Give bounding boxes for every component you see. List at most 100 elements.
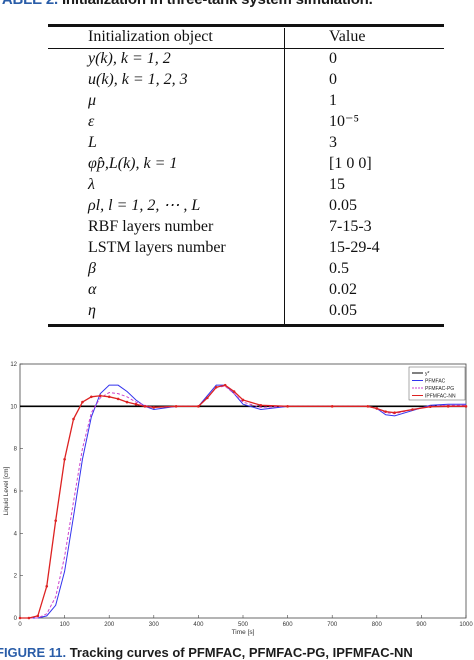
series-point-ipfmfac-nn: [98, 394, 102, 398]
y-tick-label: 0: [14, 616, 18, 622]
series-point-ipfmfac-nn: [116, 397, 120, 401]
tick-labels: 0 100 200 300 400 500 600 700 800 900 1000 0 2 4 6 8 10 1…: [10, 362, 473, 628]
table-row: η 0.05: [48, 301, 444, 322]
series-point-ipfmfac-nn: [411, 408, 414, 411]
series-point-ipfmfac-nn: [393, 411, 396, 414]
row-object: RBF layers number: [88, 218, 214, 235]
legend-label: PFMFAC-PG: [425, 386, 454, 392]
series-point-ipfmfac-nn: [174, 405, 178, 408]
row-object: L: [88, 134, 97, 151]
table-row: ρl, l = 1, 2, ⋯ , L 0.05: [48, 196, 444, 217]
row-object: η: [88, 302, 96, 319]
plot-area: [19, 363, 467, 619]
series-lines: [18, 383, 468, 620]
x-tick-label: 600: [283, 622, 294, 628]
x-tick-label: 1000: [459, 622, 473, 628]
row-object: ε: [88, 113, 95, 130]
series-point-ipfmfac-nn: [259, 403, 263, 407]
series-point-ipfmfac-nn: [375, 407, 379, 410]
row-object: u(k), k = 1, 2, 3: [88, 71, 188, 88]
row-value: 0: [329, 50, 337, 67]
table-row: φ̂p,L(k), k = 1 [1 0 0]: [48, 154, 444, 175]
row-object: y(k), k = 1, 2: [88, 50, 171, 67]
y-tick-label: 12: [10, 362, 17, 368]
series-point-ipfmfac-nn: [134, 402, 138, 406]
row-value: 0: [329, 71, 337, 88]
tracking-chart: 0 100 200 300 400 500 600 700 800 900 1000 0 2 4 6 8 10 1…: [3, 362, 473, 636]
series-point-ipfmfac-nn: [197, 405, 200, 408]
series-point-ipfmfac-nn: [143, 405, 147, 408]
series-point-ipfmfac-nn: [27, 616, 31, 620]
x-tick-label: 800: [372, 622, 383, 628]
series-point-ipfmfac-nn: [286, 405, 289, 408]
table-column-divider: [284, 28, 285, 325]
series-point-ipfmfac-nn: [241, 398, 245, 402]
table-header-rule: [48, 48, 444, 49]
row-value: 15-29-4: [329, 239, 380, 256]
series-point-ipfmfac-nn: [90, 395, 93, 399]
figure-caption-label: FIGURE 11.: [0, 645, 67, 660]
series-point-ipfmfac-nn: [232, 390, 236, 393]
table-row: β 0.5: [48, 259, 444, 280]
series-point-ipfmfac-nn: [330, 405, 334, 408]
series-point-ipfmfac-nn: [72, 417, 75, 421]
series-point-ipfmfac-nn: [429, 405, 432, 409]
table-caption: TABLE 2. Initialization in three-tank sy…: [0, 0, 373, 8]
table-top-rule: [48, 24, 444, 27]
series-point-ipfmfac-nn: [464, 405, 468, 408]
series-point-ipfmfac-nn: [36, 614, 40, 618]
series-point-ipfmfac-nn: [214, 385, 218, 389]
x-tick-label: 500: [238, 622, 249, 628]
series-point-ipfmfac-nn: [384, 410, 388, 413]
row-value: 0.05: [329, 302, 357, 319]
table-row: λ 15: [48, 175, 444, 196]
header-initialization-object: Initialization object: [88, 28, 213, 45]
figure-caption-text: Tracking curves of PFMFAC, PFMFAC-PG, IP…: [69, 645, 413, 660]
series-point-ipfmfac-nn: [63, 457, 66, 461]
row-object: α: [88, 281, 97, 298]
legend-label: IPFMFAC-NN: [425, 394, 456, 400]
series-point-ipfmfac-nn: [81, 400, 84, 404]
series-point-ipfmfac-nn: [446, 405, 450, 408]
series-point-ipfmfac-nn: [206, 396, 209, 400]
row-value: 0.02: [329, 281, 357, 298]
series-line-ipfmfac-nn: [20, 384, 466, 619]
table-bottom-rule: [48, 324, 444, 327]
table-row: RBF layers number 7-15-3: [48, 217, 444, 238]
row-value: 10⁻⁵: [329, 113, 360, 130]
row-value: 0.05: [329, 197, 357, 214]
series-point-ipfmfac-nn: [18, 616, 22, 620]
table-row: u(k), k = 1, 2, 3 0: [48, 70, 444, 91]
series-point-ipfmfac-nn: [223, 383, 227, 387]
row-value: 15: [329, 176, 345, 193]
legend-label: PFMFAC: [425, 379, 446, 385]
table-row: α 0.02: [48, 280, 444, 301]
table-row: ε 10⁻⁵: [48, 112, 444, 133]
table-row: μ 1: [48, 91, 444, 112]
row-object: φ̂p,L(k), k = 1: [88, 155, 178, 172]
row-object: λ: [88, 176, 95, 193]
series-point-ipfmfac-nn: [45, 584, 49, 588]
row-value: 3: [329, 134, 337, 151]
table-caption-label: TABLE 2.: [0, 0, 58, 8]
table-row: LSTM layers number 15-29-4: [48, 238, 444, 259]
row-value: 1: [329, 92, 337, 109]
series-point-ipfmfac-nn: [152, 406, 156, 409]
x-tick-label: 700: [327, 622, 338, 628]
header-value: Value: [329, 28, 366, 45]
x-tick-label: 100: [60, 622, 71, 628]
series-point-ipfmfac-nn: [107, 395, 111, 399]
series-point-ipfmfac-nn: [54, 519, 57, 522]
y-tick-label: 6: [14, 489, 18, 495]
y-tick-label: 2: [14, 574, 18, 580]
x-tick-label: 900: [416, 622, 427, 628]
x-tick-label: 400: [193, 622, 204, 628]
series-point-ipfmfac-nn: [125, 400, 129, 404]
legend-label: y*: [425, 371, 430, 377]
row-object: β: [88, 260, 96, 277]
series-line-pfmfac-pg: [20, 385, 466, 619]
table-header-row: Initialization object Value: [48, 27, 444, 48]
y-axis-label: Liquid Level [cm]: [3, 466, 10, 515]
x-tick-label: 0: [18, 622, 22, 628]
